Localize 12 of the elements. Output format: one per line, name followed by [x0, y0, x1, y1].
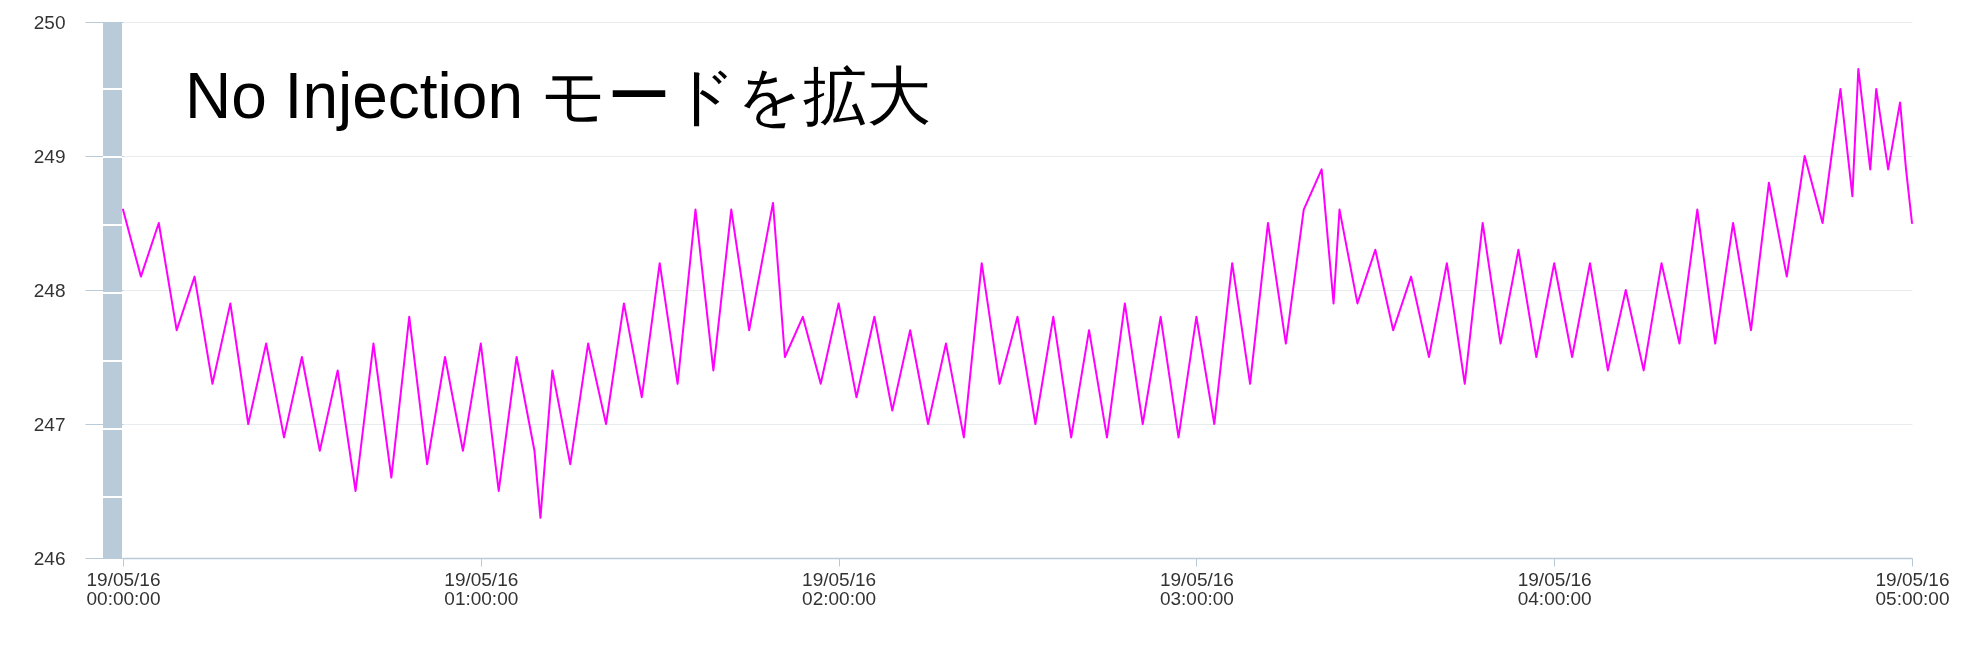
text: No Injection モードを拡大 [185, 60, 931, 132]
y-tick-label: 246 [33, 547, 66, 569]
y-tick-label: 250 [33, 11, 66, 33]
y-tick-label: 248 [33, 279, 66, 301]
y-tick-label: 249 [33, 145, 66, 167]
x-tick-label: 19/05/16 02:00:00 [802, 568, 877, 609]
x-tick-label: 19/05/16 01:00:00 [444, 568, 519, 609]
x-tick-label: 19/05/16 03:00:00 [1159, 568, 1234, 609]
y-tick-label: 247 [33, 413, 66, 435]
x-tick-label: 19/05/16 00:00:00 [86, 568, 161, 609]
x-tick-label: 19/05/16 05:00:00 [1875, 568, 1950, 609]
x-tick-label: 19/05/16 04:00:00 [1517, 568, 1592, 609]
